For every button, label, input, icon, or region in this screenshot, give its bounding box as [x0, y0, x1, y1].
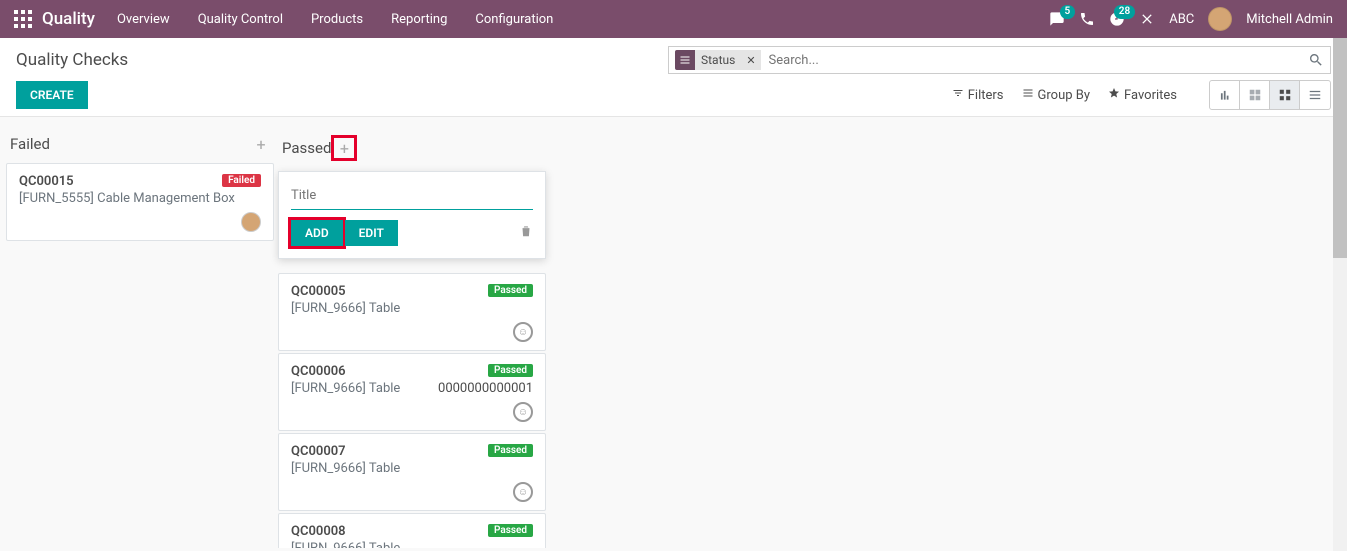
kanban-card[interactable]: QC00007 Passed [FURN_9666] Table ☺: [278, 433, 546, 511]
nav-configuration[interactable]: Configuration: [475, 12, 553, 27]
apps-icon[interactable]: [14, 10, 32, 28]
messages-badge: 5: [1060, 5, 1076, 19]
quick-create-form: ADD EDIT: [278, 171, 546, 259]
view-list-button[interactable]: [1300, 81, 1330, 109]
star-icon: [1108, 87, 1120, 103]
column-add-button[interactable]: +: [252, 135, 270, 153]
nav-links: Overview Quality Control Products Report…: [117, 12, 553, 27]
user-avatar[interactable]: [1208, 7, 1232, 31]
card-code: QC00005: [291, 284, 346, 299]
control-bar: Quality Checks Status ✕ CREATE Filters G…: [0, 38, 1347, 117]
smiley-icon[interactable]: ☺: [513, 322, 533, 342]
scrollbar[interactable]: [1333, 38, 1347, 551]
card-code: QC00006: [291, 364, 346, 379]
filter-chip-status[interactable]: Status ✕: [675, 50, 761, 70]
trash-icon[interactable]: [519, 224, 533, 242]
quick-create-edit-button[interactable]: EDIT: [345, 220, 398, 246]
card-product: [FURN_9666] Table: [291, 301, 533, 316]
filters-button[interactable]: Filters: [952, 87, 1004, 103]
card-extra: 0000000000001: [438, 381, 533, 396]
search-input[interactable]: [767, 51, 1308, 70]
view-pivot-button[interactable]: [1240, 81, 1270, 109]
kanban-card[interactable]: QC00006 Passed [FURN_9666] Table 0000000…: [278, 353, 546, 431]
column-title: Passed: [282, 139, 331, 157]
nav-right: 5 28 ABC Mitchell Admin: [1049, 7, 1333, 31]
close-icon[interactable]: [1139, 11, 1155, 27]
nav-products[interactable]: Products: [311, 12, 363, 27]
smiley-icon[interactable]: ☺: [513, 402, 533, 422]
view-switcher: [1209, 80, 1331, 110]
main-navbar: Quality Overview Quality Control Product…: [0, 0, 1347, 38]
brand-title[interactable]: Quality: [42, 9, 95, 29]
chip-remove-icon[interactable]: ✕: [741, 50, 760, 70]
card-code: QC00007: [291, 444, 346, 459]
list-icon: [675, 54, 695, 66]
user-name[interactable]: Mitchell Admin: [1246, 12, 1333, 27]
phone-icon[interactable]: [1079, 11, 1095, 27]
chip-label: Status: [695, 50, 741, 70]
card-product: [FURN_5555] Cable Management Box: [19, 191, 261, 206]
status-badge: Passed: [488, 524, 533, 537]
list-icon: [1022, 87, 1034, 103]
create-button[interactable]: CREATE: [16, 81, 88, 109]
search-box[interactable]: Status ✕: [668, 46, 1331, 74]
messages-button[interactable]: 5: [1049, 11, 1065, 27]
card-product: [FURN_9666] Table: [291, 541, 533, 548]
kanban-card[interactable]: QC00005 Passed [FURN_9666] Table ☺: [278, 273, 546, 351]
card-product: [FURN_9666] Table: [291, 461, 533, 476]
status-badge: Passed: [488, 284, 533, 297]
assignee-avatar[interactable]: [241, 212, 261, 232]
kanban-column-passed: Passed + ADD EDIT QC00005 Passed [FURN_9…: [278, 129, 546, 536]
nav-overview[interactable]: Overview: [117, 12, 170, 27]
status-badge: Passed: [488, 364, 533, 377]
nav-quality-control[interactable]: Quality Control: [198, 12, 283, 27]
favorites-button[interactable]: Favorites: [1108, 87, 1177, 103]
kanban-card[interactable]: QC00008 Passed [FURN_9666] Table: [278, 513, 546, 548]
groupby-button[interactable]: Group By: [1022, 87, 1091, 103]
card-product: [FURN_9666] Table: [291, 381, 400, 396]
funnel-icon: [952, 87, 964, 103]
status-badge: Passed: [488, 444, 533, 457]
toolbar-right: Filters Group By Favorites: [952, 80, 1331, 110]
quick-create-add-button[interactable]: ADD: [291, 220, 343, 246]
status-badge: Failed: [222, 174, 261, 187]
search-icon[interactable]: [1308, 52, 1324, 68]
card-code: QC00008: [291, 524, 346, 539]
activities-button[interactable]: 28: [1109, 11, 1125, 27]
view-graph-button[interactable]: [1210, 81, 1240, 109]
card-code: QC00015: [19, 174, 74, 189]
quick-create-title-input[interactable]: [291, 184, 533, 210]
page-title: Quality Checks: [16, 50, 128, 70]
company-switch[interactable]: ABC: [1169, 12, 1194, 27]
highlight-add: +: [331, 135, 357, 161]
activities-badge: 28: [1114, 5, 1135, 19]
view-kanban-button[interactable]: [1270, 81, 1300, 109]
column-add-button[interactable]: +: [335, 139, 353, 157]
kanban-card[interactable]: QC00015 Failed [FURN_5555] Cable Managem…: [6, 163, 274, 241]
scrollbar-thumb[interactable]: [1333, 38, 1347, 258]
kanban-column-failed: Failed + QC00015 Failed [FURN_5555] Cabl…: [6, 129, 274, 536]
kanban-board: Failed + QC00015 Failed [FURN_5555] Cabl…: [0, 117, 1347, 548]
column-title: Failed: [10, 135, 50, 153]
smiley-icon[interactable]: ☺: [513, 482, 533, 502]
nav-reporting[interactable]: Reporting: [391, 12, 447, 27]
